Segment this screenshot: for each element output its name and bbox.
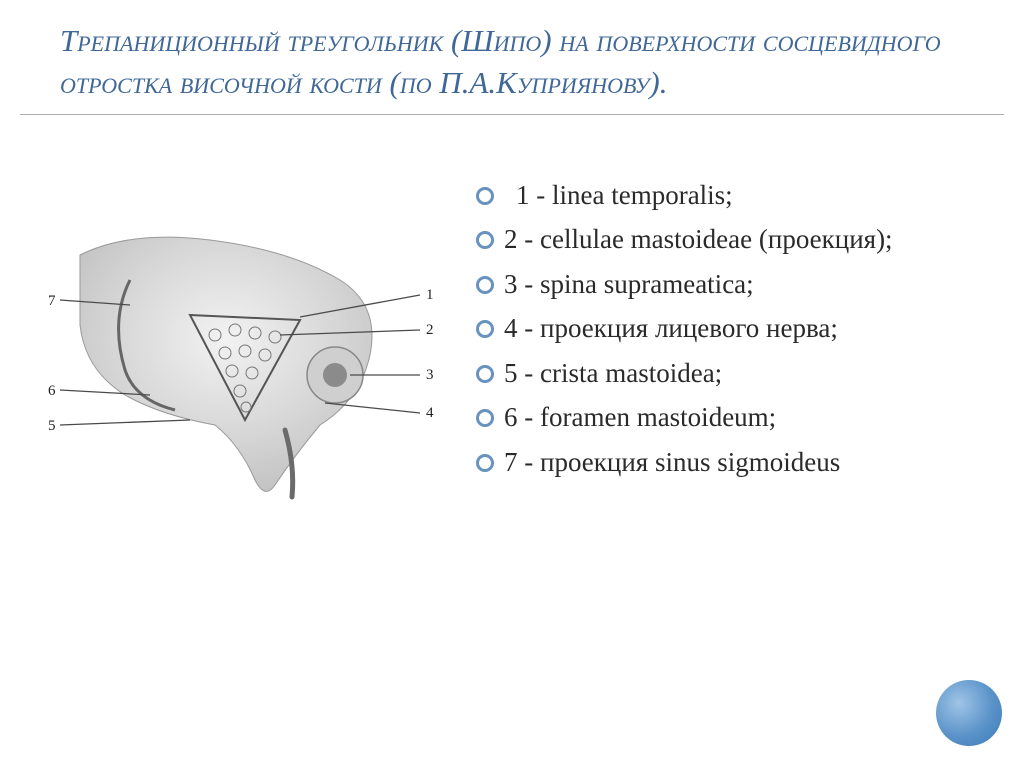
slide-title: Трепаниционный треугольник (Шипо) на пов… <box>60 20 964 104</box>
list-item-text: 6 - foramen mastoideum; <box>504 402 776 432</box>
list-item: 4 - проекция лицевого нерва; <box>470 308 994 349</box>
list-item: 1 - linea temporalis; <box>470 175 994 216</box>
list-item: 5 - crista mastoidea; <box>470 353 994 394</box>
diagram-label-3: 3 <box>426 367 434 383</box>
mastoid-diagram: 7 6 5 1 2 3 4 <box>40 225 440 505</box>
diagram-label-2: 2 <box>426 322 434 338</box>
diagram-label-5: 5 <box>48 418 56 434</box>
bullet-list: 1 - linea temporalis; 2 - cellulae masto… <box>470 175 994 483</box>
list-column: 1 - linea temporalis; 2 - cellulae masto… <box>470 155 994 505</box>
list-item: 3 - spina suprameatica; <box>470 264 994 305</box>
diagram-label-7: 7 <box>48 293 56 309</box>
diagram-column: 7 6 5 1 2 3 4 <box>30 155 450 505</box>
diagram-label-1: 1 <box>426 287 434 303</box>
list-item-text: 2 - cellulae mastoideae (проекция); <box>504 224 893 254</box>
list-item-text: 5 - crista mastoidea; <box>504 358 722 388</box>
list-item-text: 3 - spina suprameatica; <box>504 269 754 299</box>
list-item-text: 4 - проекция лицевого нерва; <box>504 313 838 343</box>
decorative-sphere-icon <box>936 680 1002 746</box>
slide: Трепаниционный треугольник (Шипо) на пов… <box>0 0 1024 768</box>
diagram-label-4: 4 <box>426 405 434 421</box>
list-item: 6 - foramen mastoideum; <box>470 397 994 438</box>
diagram-label-6: 6 <box>48 383 56 399</box>
list-item-text: 7 - проекция sinus sigmoideus <box>504 447 840 477</box>
content-area: 7 6 5 1 2 3 4 1 - linea temporalis; 2 - … <box>0 115 1024 505</box>
title-block: Трепаниционный треугольник (Шипо) на пов… <box>20 20 1004 115</box>
list-item-subtext: 1 - linea temporalis; <box>504 175 994 216</box>
list-item: 2 - cellulae mastoideae (проекция); <box>470 219 994 260</box>
list-item: 7 - проекция sinus sigmoideus <box>470 442 994 483</box>
